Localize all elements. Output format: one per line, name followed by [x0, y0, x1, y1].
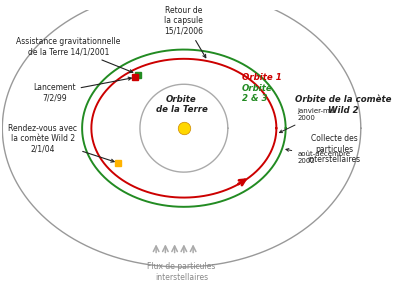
Text: janvier-mai
2000: janvier-mai 2000: [280, 108, 336, 133]
Text: Retour de
la capsule
15/1/2006: Retour de la capsule 15/1/2006: [164, 5, 206, 58]
Text: Collecte des
particules
interstellaires: Collecte des particules interstellaires: [308, 134, 361, 164]
Text: Flux de particules
interstellaires: Flux de particules interstellaires: [147, 262, 216, 282]
Text: Orbite de la comète
Wild 2: Orbite de la comète Wild 2: [295, 95, 392, 115]
Text: août-décembre
2002: août-décembre 2002: [286, 148, 350, 164]
Text: Orbite
2 & 3: Orbite 2 & 3: [242, 84, 272, 103]
Text: Orbite
de la Terre: Orbite de la Terre: [156, 95, 208, 114]
Text: Lancement
7/2/99: Lancement 7/2/99: [33, 77, 131, 102]
Text: Rendez-vous avec
la comète Wild 2
2/1/04: Rendez-vous avec la comète Wild 2 2/1/04: [8, 124, 114, 162]
Text: Orbite 1: Orbite 1: [242, 73, 282, 82]
Text: Assistance gravitationnelle
de la Terre 14/1/2001: Assistance gravitationnelle de la Terre …: [16, 37, 133, 73]
